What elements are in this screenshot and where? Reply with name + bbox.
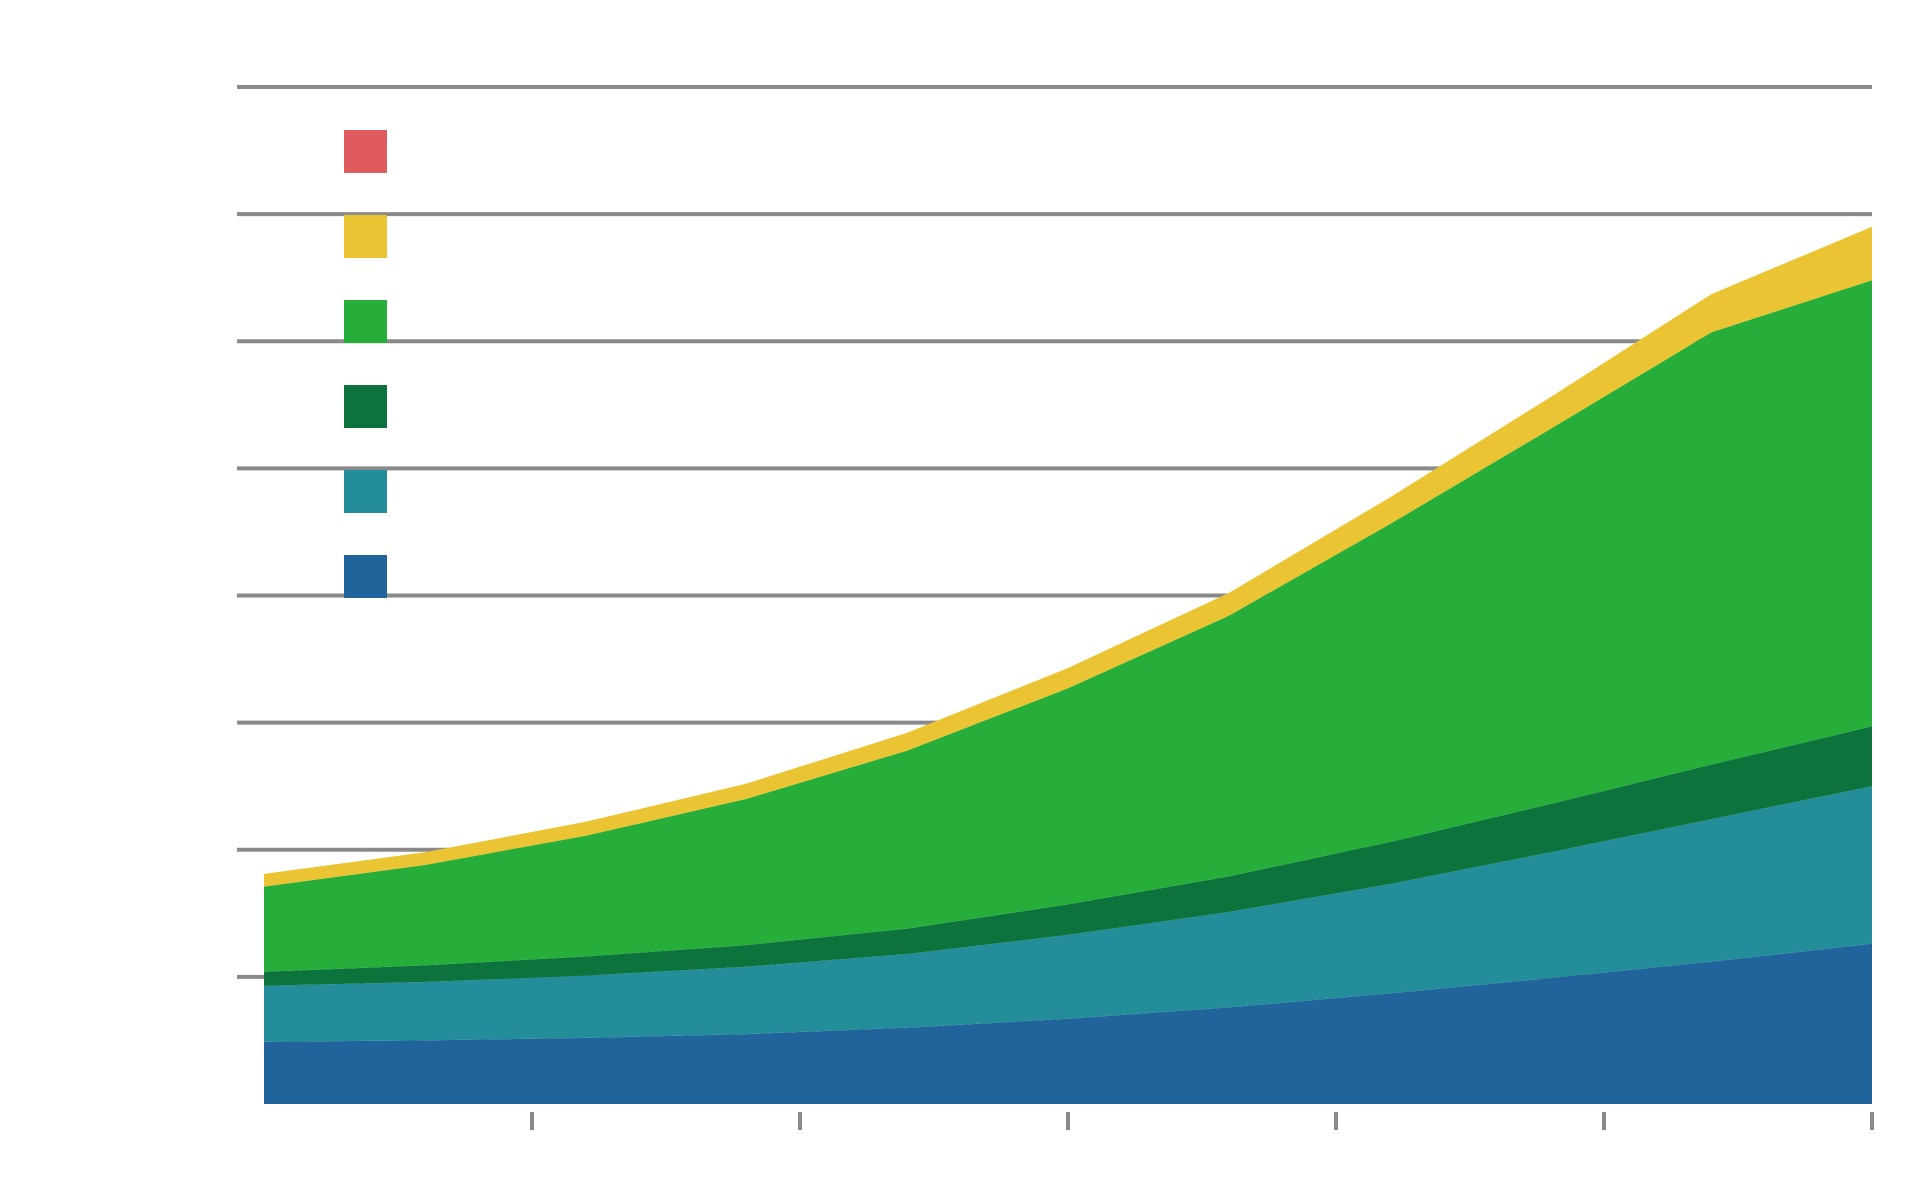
legend-swatch-4 xyxy=(344,300,387,343)
area-series-1 xyxy=(264,943,1872,1104)
legend-swatch-3 xyxy=(344,385,387,428)
legend-swatch-2 xyxy=(344,470,387,513)
legend-swatch-5 xyxy=(344,215,387,258)
legend-swatch-1 xyxy=(344,555,387,598)
legend-swatch-6 xyxy=(344,130,387,173)
area-series xyxy=(264,226,1872,1104)
area-series-3 xyxy=(264,726,1872,986)
area-series-4 xyxy=(264,280,1872,972)
x-axis-ticks xyxy=(530,1112,1874,1130)
legend xyxy=(344,130,387,598)
area-series-2 xyxy=(264,786,1872,1042)
